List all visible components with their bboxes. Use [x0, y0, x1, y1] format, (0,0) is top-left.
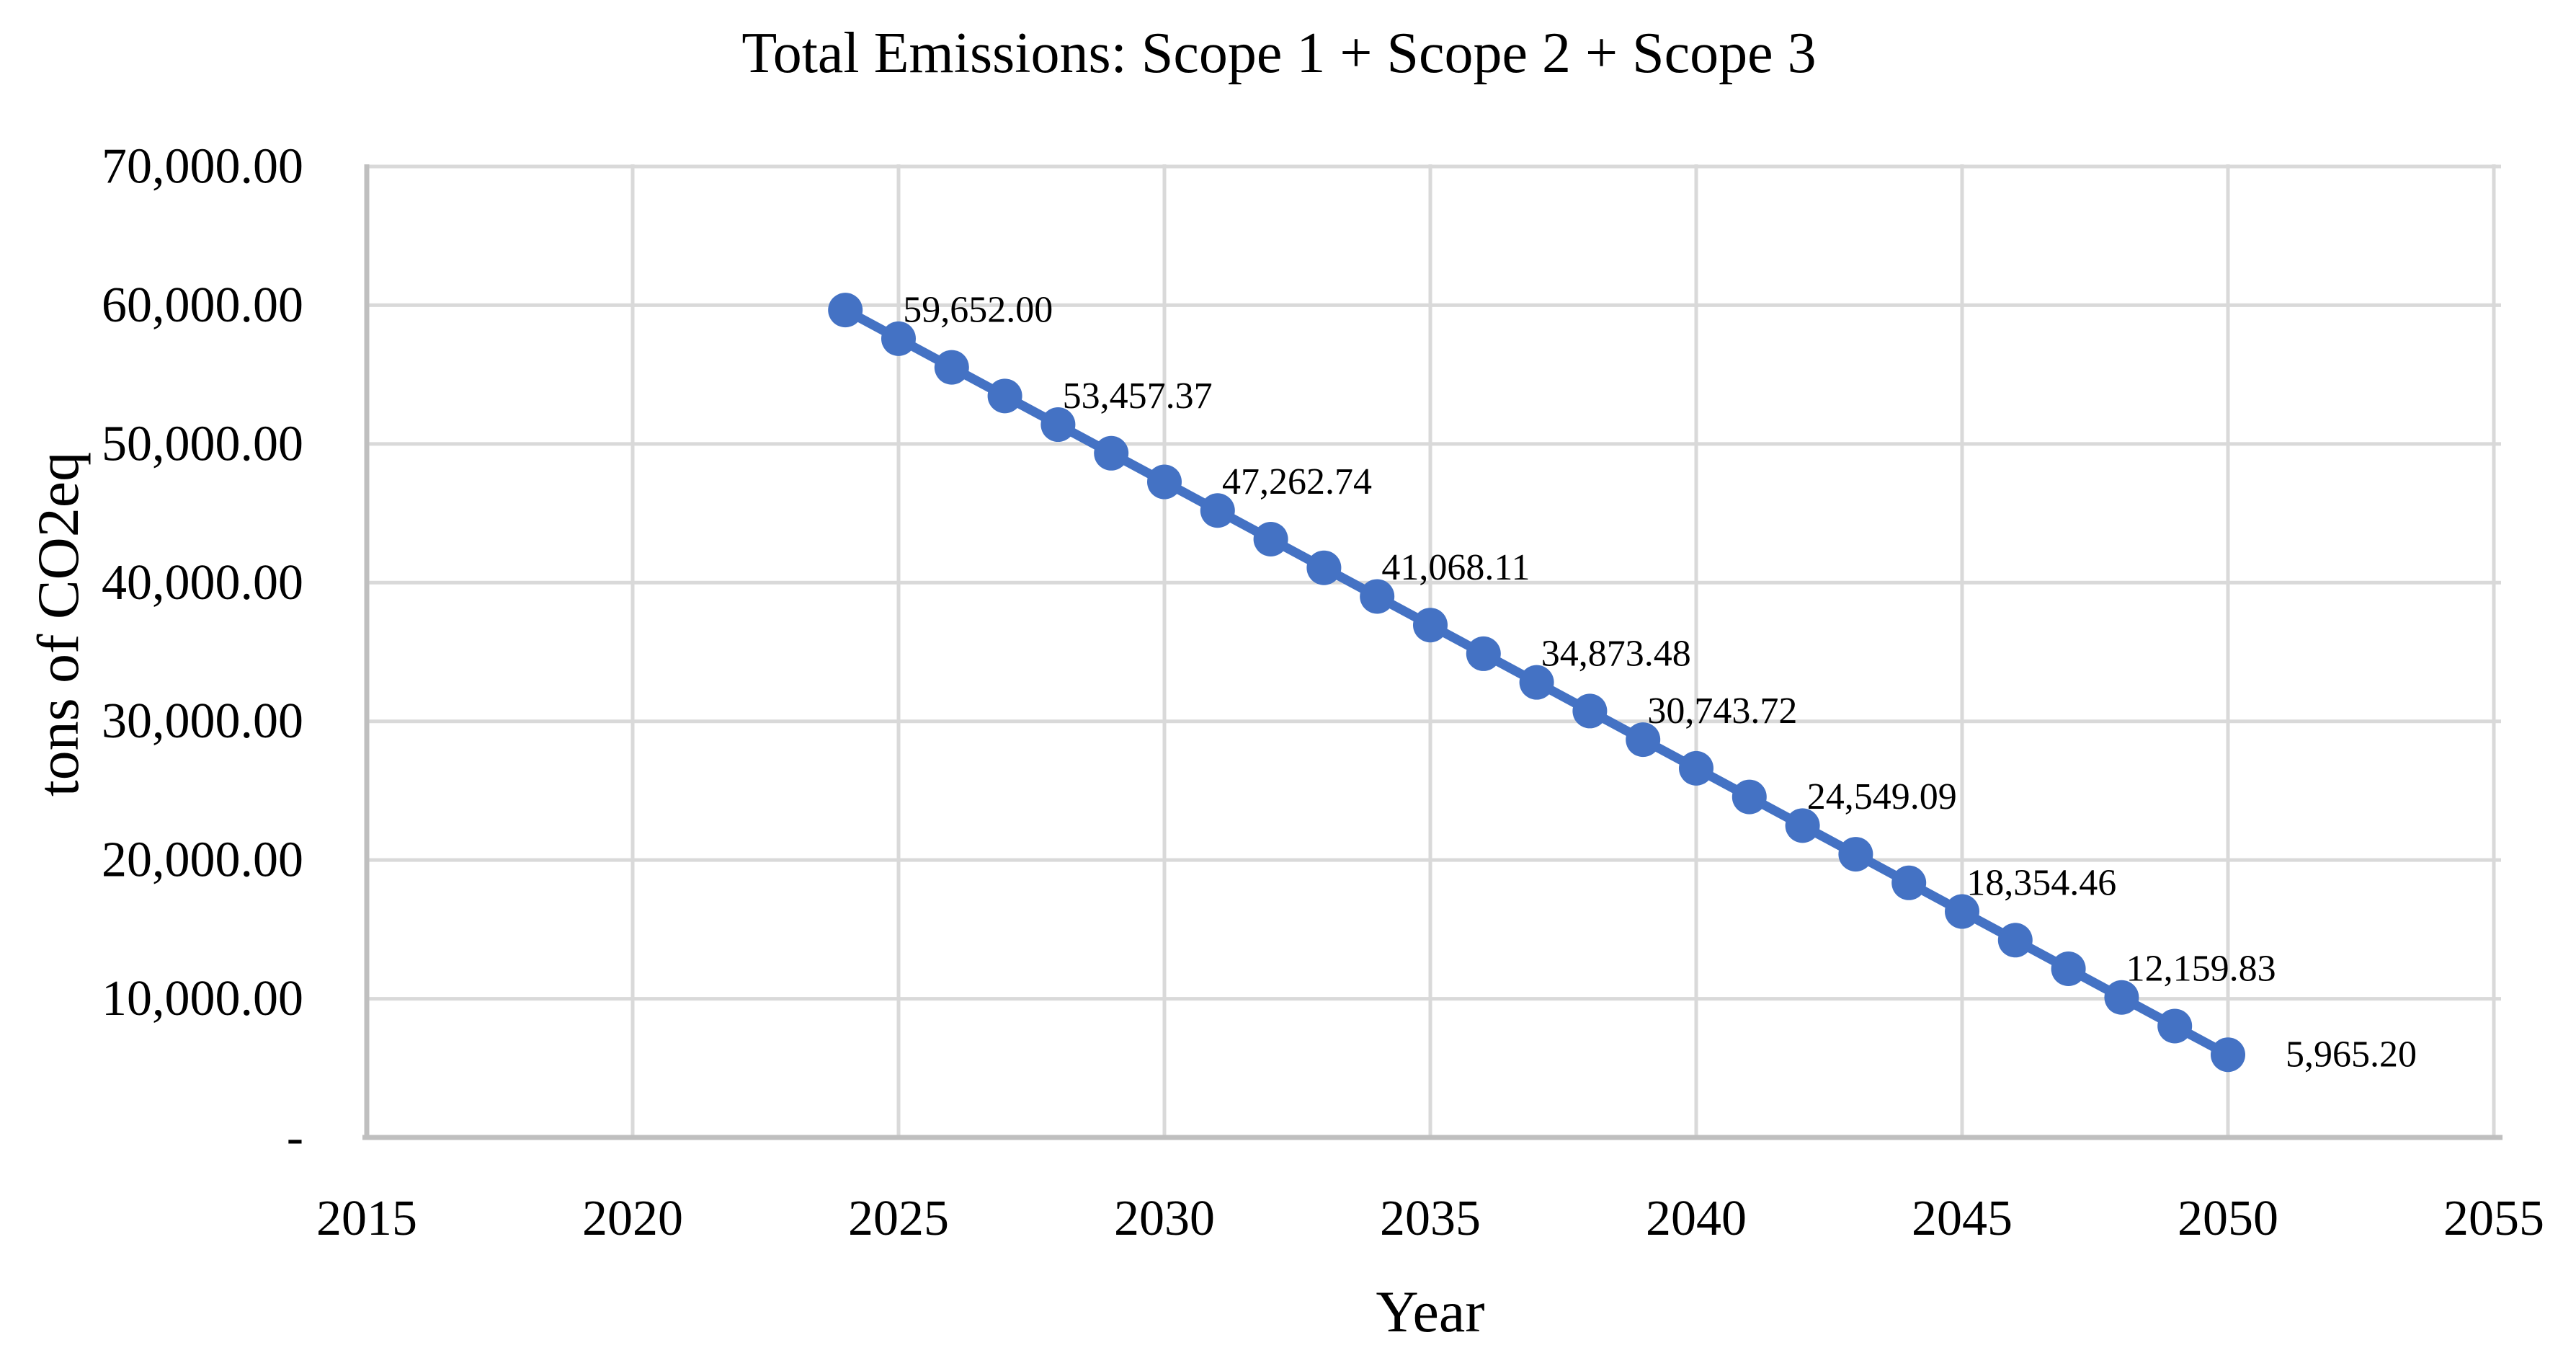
y-axis-tick-labels: 70,000.00 60,000.00 50,000.00 40,000.00 30,0… — [102, 139, 303, 1166]
data-point-marker — [1785, 808, 1820, 843]
x-tick-label: 2045 — [1912, 1191, 2013, 1246]
data-label: 41,068.11 — [1381, 547, 1530, 588]
data-point-marker — [1519, 665, 1554, 700]
axis-lines — [362, 164, 2503, 1140]
x-tick-label: 2040 — [1646, 1191, 1747, 1246]
data-label: 34,873.48 — [1541, 633, 1691, 674]
x-tick-label: 2025 — [848, 1191, 949, 1246]
data-point-marker — [1838, 837, 1873, 872]
data-point-marker — [1466, 636, 1501, 671]
data-label: 30,743.72 — [1647, 691, 1797, 732]
data-point-marker — [1147, 464, 1182, 500]
chart-title: Total Emissions: Scope 1 + Scope 2 + Sco… — [741, 22, 1816, 85]
data-label: 59,652.00 — [903, 290, 1053, 331]
data-point-marker — [1891, 865, 1927, 900]
data-point-marker — [1732, 779, 1767, 815]
data-point-marker — [1360, 579, 1395, 614]
x-axis-tick-labels: 2015 2020 2025 2030 2035 2040 2045 2050 2055 — [316, 1191, 2544, 1246]
data-point-marker — [1094, 435, 1129, 471]
gridlines — [367, 164, 2501, 1137]
data-point-marker — [1200, 493, 1235, 528]
data-point-marker — [1679, 750, 1713, 786]
y-tick-label: 60,000.00 — [102, 278, 303, 333]
x-tick-label: 2055 — [2443, 1191, 2544, 1246]
y-tick-label: - — [287, 1110, 303, 1166]
x-tick-label: 2015 — [316, 1191, 417, 1246]
data-point-marker — [881, 321, 916, 356]
data-point-marker — [1626, 722, 1661, 758]
data-point-marker — [1945, 894, 1979, 929]
x-tick-label: 2050 — [2178, 1191, 2278, 1246]
data-point-marker — [934, 350, 969, 385]
data-point-marker — [987, 378, 1022, 414]
data-label: 47,262.74 — [1222, 461, 1372, 502]
x-tick-label: 2020 — [582, 1191, 683, 1246]
y-tick-label: 70,000.00 — [102, 139, 303, 195]
x-tick-label: 2035 — [1380, 1191, 1481, 1246]
data-point-marker — [1572, 693, 1608, 729]
data-point-marker — [1040, 407, 1076, 443]
data-label: 18,354.46 — [1966, 862, 2116, 903]
y-tick-label: 30,000.00 — [102, 693, 303, 749]
data-label: 12,159.83 — [2126, 949, 2276, 990]
data-label: 53,457.37 — [1063, 376, 1213, 417]
y-axis-title: tons of CO2eq — [25, 452, 91, 797]
data-point-marker — [2157, 1008, 2193, 1044]
x-axis-title: Year — [1376, 1279, 1484, 1344]
y-tick-label: 20,000.00 — [102, 833, 303, 888]
data-point-marker — [2051, 951, 2086, 987]
y-tick-label: 50,000.00 — [102, 416, 303, 471]
data-point-marker — [828, 293, 863, 328]
x-tick-label: 2030 — [1114, 1191, 1215, 1246]
y-tick-label: 10,000.00 — [102, 971, 303, 1026]
data-point-marker — [2104, 980, 2139, 1015]
data-series — [828, 293, 2245, 1073]
data-point-marker — [1306, 550, 1342, 585]
data-point-marker — [1253, 521, 1288, 556]
data-label: 24,549.09 — [1807, 776, 1957, 817]
data-point-marker — [2211, 1037, 2245, 1073]
data-point-labels: 59,652.00 53,457.37 47,262.74 41,068.11 34,8… — [903, 290, 2417, 1075]
data-label: 5,965.20 — [2286, 1034, 2417, 1075]
data-point-marker — [1997, 923, 2033, 958]
data-point-marker — [1413, 608, 1448, 643]
y-tick-label: 40,000.00 — [102, 555, 303, 611]
